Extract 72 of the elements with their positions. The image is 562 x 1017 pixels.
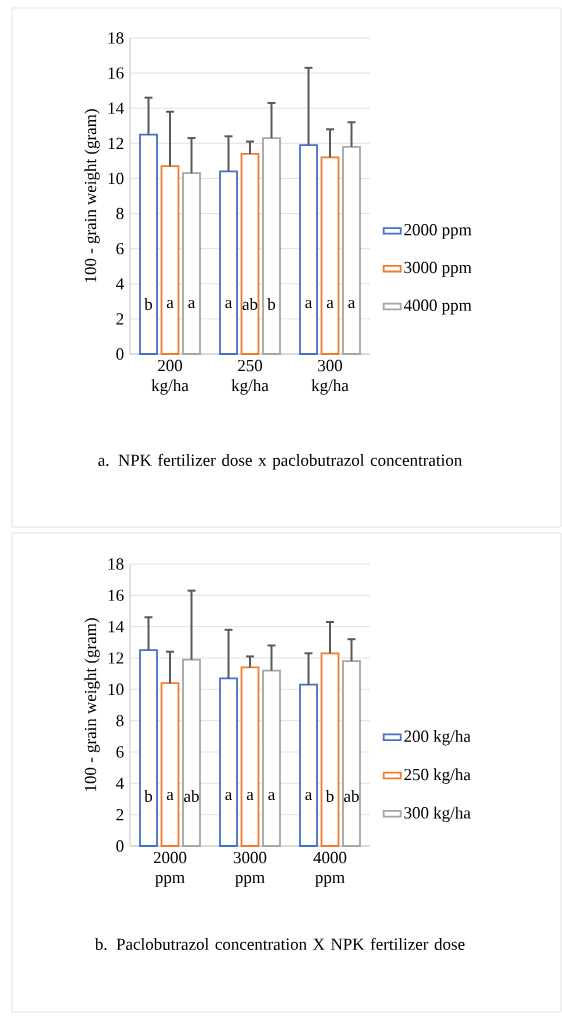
data-label: b: [144, 298, 153, 310]
data-label: a: [225, 791, 233, 801]
bar: [139, 649, 158, 847]
bar: [160, 682, 180, 847]
bar: [320, 652, 340, 847]
y-axis-title: 100 - grain weight (gram): [84, 109, 100, 282]
y-tick-label: 10: [108, 683, 124, 696]
y-tick-label: 6: [116, 242, 124, 255]
data-label: b: [267, 298, 276, 310]
data-label: ab: [344, 790, 359, 802]
y-tick-label: 14: [108, 621, 124, 633]
data-label: a: [166, 299, 174, 309]
legend-label: 4000 ppm: [403, 299, 472, 315]
bar: [342, 660, 361, 847]
data-label: b: [144, 790, 153, 802]
y-tick-label: 0: [116, 840, 124, 852]
data-label: a: [246, 791, 254, 801]
bar: [240, 152, 260, 355]
x-tick-label: 200 kg/ha: [151, 359, 189, 395]
y-tick-label: 8: [116, 207, 124, 220]
bar: [299, 683, 318, 847]
bar: [299, 144, 318, 355]
bar: [262, 137, 281, 355]
y-tick-label: 2: [116, 313, 124, 325]
bar: [219, 170, 238, 355]
x-tick-label: 3000 ppm: [233, 851, 267, 887]
y-tick-label: 4: [116, 777, 124, 789]
y-tick-label: 18: [108, 32, 124, 44]
data-label: a: [188, 299, 196, 309]
bar: [262, 669, 281, 847]
x-tick-label: 250 kg/ha: [231, 359, 269, 395]
y-tick-label: 16: [108, 589, 124, 602]
y-tick-label: 14: [108, 102, 124, 114]
data-label: a: [305, 299, 313, 309]
y-tick-label: 0: [116, 348, 124, 360]
bar: [342, 145, 361, 355]
x-tick-label: 2000 ppm: [153, 851, 187, 887]
data-label: a: [305, 791, 313, 801]
text: b. Paclobutrazol concentration X NPK fertilizer dose: [94, 937, 465, 951]
y-tick-label: 18: [108, 558, 124, 570]
data-label: a: [225, 299, 233, 309]
bar: [160, 165, 180, 355]
legend-label: 250 kg/ha: [404, 768, 471, 784]
legend-label: 200 kg/ha: [404, 730, 471, 746]
data-label: a: [326, 299, 334, 309]
legend-label: 3000 ppm: [404, 261, 472, 277]
y-tick-label: 8: [116, 714, 124, 727]
text: a. NPK fertilizer dose x paclobutrazol concentration: [98, 453, 463, 470]
bar: [320, 156, 340, 355]
y-tick-label: 6: [116, 746, 124, 758]
data-label: ab: [242, 298, 258, 310]
x-tick-label: 4000 ppm: [313, 851, 347, 887]
y-tick-label: 12: [108, 652, 124, 664]
bar: [219, 677, 238, 847]
bar: [182, 658, 201, 847]
legend-label: 300 kg/ha: [404, 806, 471, 823]
y-tick-label: 16: [108, 67, 124, 79]
x-tick-label: 300 kg/ha: [311, 359, 349, 395]
data-label: ab: [184, 790, 199, 802]
data-label: a: [268, 791, 276, 801]
y-tick-label: 10: [108, 172, 124, 185]
data-label: a: [166, 791, 174, 801]
legend-label: 2000 ppm: [404, 223, 472, 239]
bar: [240, 666, 260, 847]
bar: [139, 133, 158, 355]
y-tick-label: 4: [116, 278, 124, 290]
bar: [182, 172, 201, 355]
y-axis-title: 100 - grain weight (gram): [84, 618, 100, 791]
data-label: b: [325, 790, 334, 802]
y-tick-label: 2: [116, 809, 124, 821]
y-tick-label: 12: [108, 137, 124, 149]
data-label: a: [348, 299, 356, 309]
